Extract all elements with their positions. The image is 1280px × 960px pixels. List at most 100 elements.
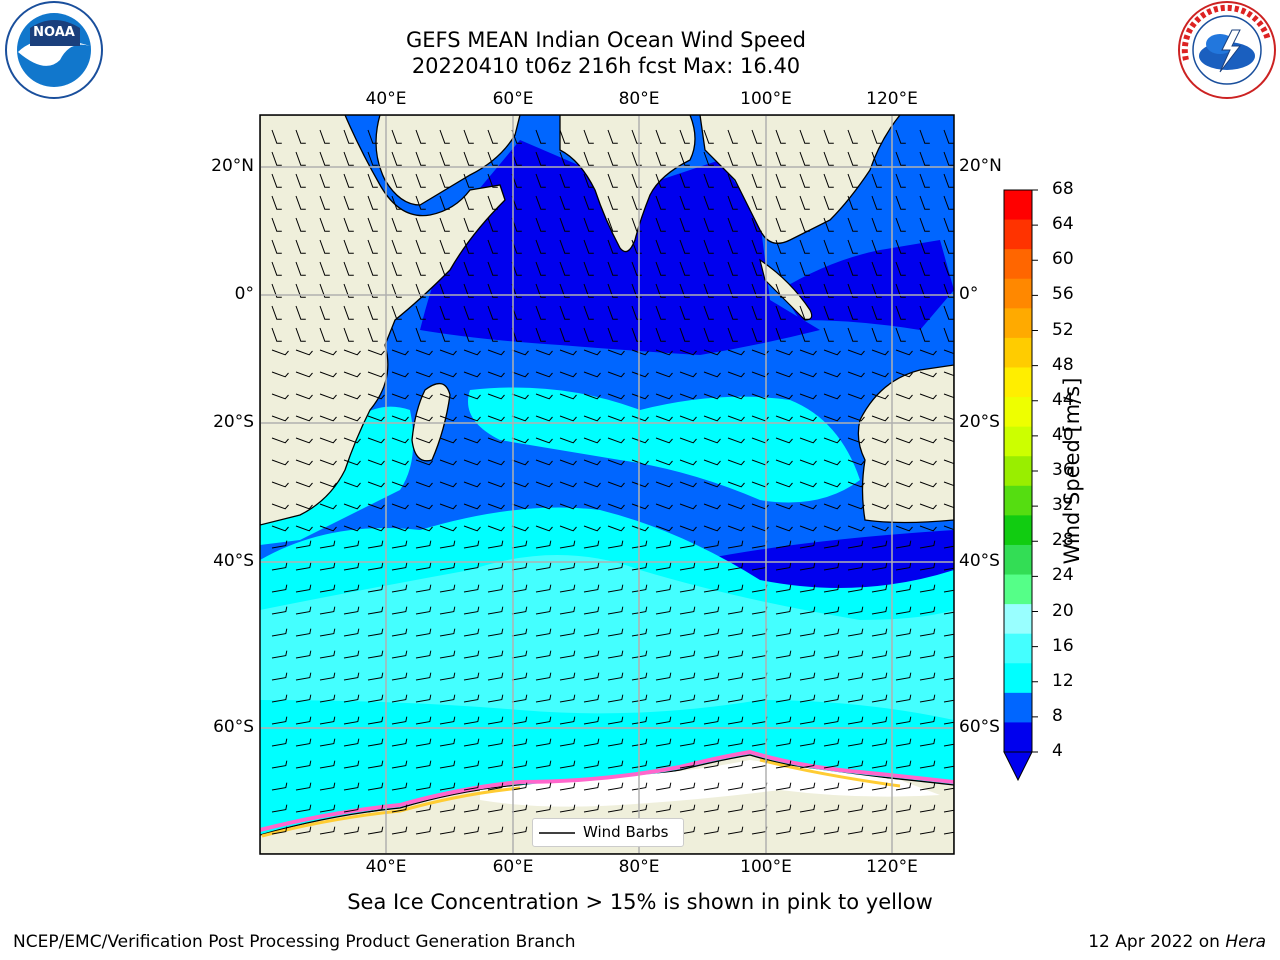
wind-barb <box>631 195 642 210</box>
wind-barb <box>727 606 744 615</box>
wind-field-0-4-east <box>780 240 954 330</box>
land-southeast-asia <box>699 115 901 244</box>
wind-barb <box>727 826 744 835</box>
wind-barb <box>487 525 505 532</box>
wind-barb <box>391 540 408 549</box>
wind-barb <box>415 584 432 593</box>
wind-barb <box>343 371 361 378</box>
wind-barb <box>487 393 505 400</box>
nws-logo <box>1178 1 1276 99</box>
wind-barb <box>799 261 810 276</box>
wind-barb <box>919 540 936 549</box>
wind-barb <box>655 261 666 276</box>
wind-barb <box>775 650 792 659</box>
wind-barb <box>511 782 528 791</box>
wind-barb <box>775 173 786 188</box>
wind-barb <box>823 650 840 659</box>
wind-barb <box>463 650 480 659</box>
wind-barb <box>655 782 672 791</box>
wind-barbs-legend: Wind Barbs <box>532 818 684 847</box>
wind-barb <box>271 628 288 637</box>
wind-barb <box>415 694 432 703</box>
wind-barb <box>847 393 865 400</box>
wind-barb <box>463 437 481 444</box>
wind-barb <box>727 305 738 320</box>
wind-barb <box>391 261 402 276</box>
wind-barb <box>271 672 288 681</box>
wind-barb <box>607 283 618 298</box>
wind-barb <box>439 584 456 593</box>
wind-barb <box>607 173 618 188</box>
wind-barb <box>871 481 889 488</box>
wind-barb <box>679 562 696 571</box>
wind-barb <box>511 738 528 747</box>
wind-barb <box>391 217 402 232</box>
wind-barb <box>703 283 714 298</box>
wind-barb <box>583 540 600 549</box>
wind-barb <box>295 371 313 378</box>
wind-barb <box>295 195 306 210</box>
wind-barb <box>943 743 954 747</box>
wind-barb <box>631 261 642 276</box>
wind-barb <box>559 239 570 254</box>
wind-barb <box>367 760 384 769</box>
colorbar-tick-label: 20 <box>1052 600 1074 621</box>
wind-barb <box>919 151 930 166</box>
wind-barb <box>799 826 816 835</box>
wind-barb <box>775 672 792 681</box>
colorbar-tick-label: 32 <box>1052 495 1074 516</box>
wind-barb <box>559 459 577 466</box>
wind-barb <box>415 217 426 232</box>
wind-barb <box>727 173 738 188</box>
wind-barb <box>367 283 378 298</box>
wind-barb <box>295 584 312 593</box>
wind-barb <box>943 677 954 681</box>
wind-barb <box>823 129 834 144</box>
lat-tick-left-40s: 40°S <box>213 551 254 571</box>
wind-barb <box>655 437 673 444</box>
wind-barb <box>271 694 288 703</box>
wind-barb <box>319 628 336 637</box>
wind-barb <box>559 628 576 637</box>
wind-barb <box>367 173 378 188</box>
wind-barb <box>679 283 690 298</box>
wind-barb <box>487 327 498 342</box>
wind-barb <box>583 782 600 791</box>
wind-barb <box>535 415 553 422</box>
wind-barb <box>535 459 553 466</box>
wind-barb <box>943 129 954 144</box>
wind-barb <box>679 782 696 791</box>
wind-barb <box>583 195 594 210</box>
wind-barb <box>943 261 954 276</box>
wind-barb <box>487 239 498 254</box>
wind-field-8-12-trades <box>468 387 860 503</box>
wind-barb <box>439 562 456 571</box>
wind-barb <box>631 437 649 444</box>
colorbar-segment <box>1004 426 1032 457</box>
wind-barb <box>727 239 738 254</box>
wind-barb <box>727 503 745 510</box>
wind-barb <box>463 283 474 298</box>
wind-barb <box>919 716 936 725</box>
wind-barb <box>871 650 888 659</box>
wind-barb <box>295 503 313 510</box>
colorbar-segment <box>1004 219 1032 250</box>
wind-barb <box>463 459 481 466</box>
wind-barb <box>295 650 312 659</box>
wind-barb <box>583 437 601 444</box>
wind-barb <box>319 327 330 342</box>
wind-barb <box>535 371 553 378</box>
wind-barb <box>847 503 865 510</box>
wind-barb <box>319 716 336 725</box>
wind-barb <box>727 393 745 400</box>
wind-barb <box>871 261 882 276</box>
wind-barb <box>943 633 954 637</box>
wind-barb <box>679 393 697 400</box>
wind-barb <box>535 129 546 144</box>
wind-barb <box>631 239 642 254</box>
wind-barb <box>871 173 882 188</box>
wind-barb <box>799 782 816 791</box>
wind-barb <box>655 415 673 422</box>
wind-barb <box>439 826 456 835</box>
wind-barb <box>655 540 672 549</box>
